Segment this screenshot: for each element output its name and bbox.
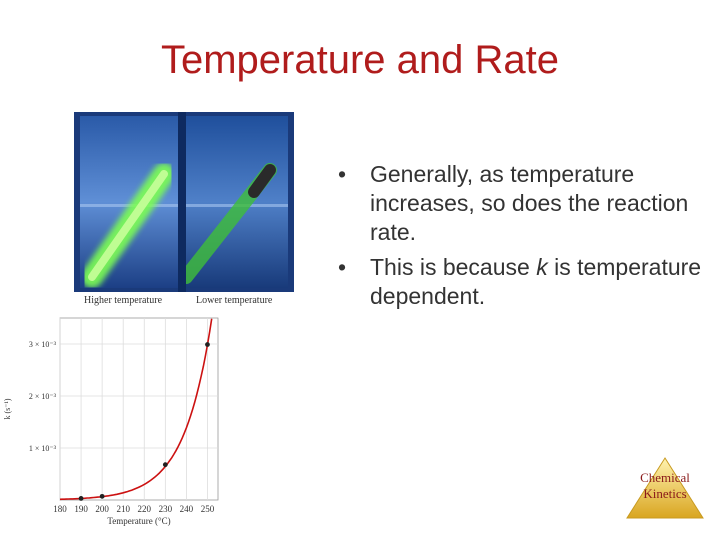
bullet-marker: • [338,254,347,280]
bullet-list: • Generally, as temperature increases, s… [338,160,708,317]
data-point [99,493,105,499]
chemical-kinetics-badge [626,457,704,519]
data-point [205,342,210,347]
caption-higher-temperature: Higher temperature [84,295,163,306]
badge-label: Chemical Kinetics [625,470,705,502]
x-tick-label: 210 [116,504,130,514]
plot-area [59,317,219,501]
badge-line-2: Kinetics [643,486,687,501]
data-point [78,496,84,501]
glow-stick-photo [74,112,294,292]
x-axis-label: Temperature (°C) [107,516,170,526]
rate-curve [59,318,213,501]
data-point [162,462,168,468]
x-tick-label: 190 [74,504,88,514]
bullet-text-tail: is temperature dependent. [370,254,702,309]
bullet-text: This is because [370,254,537,280]
bullet-item-1: • Generally, as temperature increases, s… [338,160,708,247]
x-tick-label: 240 [180,504,194,514]
x-tick-label: 220 [138,504,152,514]
badge-line-1: Chemical [640,470,690,485]
x-tick-label: 250 [201,504,215,514]
glow-stick-illustration [74,112,294,292]
x-tick-label: 200 [95,504,109,514]
x-tick-label: 180 [53,504,67,514]
y-tick-label: 1 × 10⁻³ [29,444,57,453]
caption-lower-temperature: Lower temperature [196,295,273,306]
bullet-text: Generally, as temperature increases, so … [370,161,689,245]
y-tick-label: 3 × 10⁻³ [29,340,57,349]
rate-constant-symbol: k [536,254,548,280]
x-tick-label: 230 [159,504,173,514]
y-tick-label: 2 × 10⁻³ [29,392,57,401]
bullet-marker: • [338,161,347,187]
bullet-item-2: • This is because k is temperature depen… [338,253,708,311]
y-axis-label: k (s⁻¹) [3,398,12,419]
rate-vs-temperature-chart: 180 190 200 210 220 230 240 250 1 × 10⁻³ 2 × 10⁻³… [3,317,219,526]
slide-title: Temperature and Rate [160,38,559,82]
